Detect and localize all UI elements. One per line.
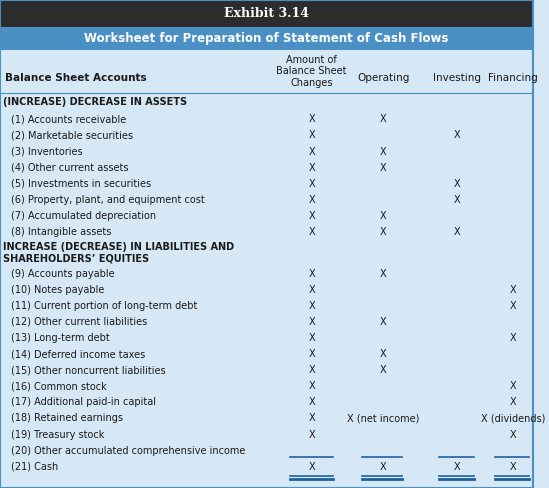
FancyBboxPatch shape [0, 0, 533, 27]
Text: X: X [308, 429, 315, 440]
Text: X (net income): X (net income) [348, 413, 419, 424]
Text: X: X [308, 211, 315, 221]
Text: Balance Sheet Accounts: Balance Sheet Accounts [5, 73, 147, 83]
Text: INCREASE (DECREASE) IN LIABILITIES AND: INCREASE (DECREASE) IN LIABILITIES AND [3, 242, 234, 252]
Text: SHAREHOLDERS’ EQUITIES: SHAREHOLDERS’ EQUITIES [3, 253, 149, 264]
Text: X: X [380, 211, 386, 221]
Text: (21) Cash: (21) Cash [10, 462, 58, 472]
Text: X: X [380, 365, 386, 375]
Text: X: X [380, 227, 386, 237]
Text: X: X [453, 227, 460, 237]
Text: X: X [308, 114, 315, 124]
Text: Operating: Operating [357, 73, 410, 83]
Text: X: X [380, 268, 386, 279]
Text: (17) Additional paid-in capital: (17) Additional paid-in capital [10, 397, 156, 407]
Text: (13) Long-term debt: (13) Long-term debt [10, 333, 109, 343]
Text: X: X [453, 462, 460, 472]
Text: (3) Inventories: (3) Inventories [10, 146, 82, 157]
Text: X: X [308, 179, 315, 189]
Text: (15) Other noncurrent liabilities: (15) Other noncurrent liabilities [10, 365, 165, 375]
Text: X: X [509, 462, 516, 472]
Text: X: X [308, 227, 315, 237]
Text: Investing: Investing [433, 73, 481, 83]
Text: X: X [453, 130, 460, 141]
Text: Financing: Financing [488, 73, 537, 83]
Text: X: X [509, 429, 516, 440]
Text: (18) Retained earnings: (18) Retained earnings [10, 413, 122, 424]
Text: X: X [380, 462, 386, 472]
Text: X: X [308, 462, 315, 472]
Text: X: X [509, 301, 516, 311]
Text: Worksheet for Preparation of Statement of Cash Flows: Worksheet for Preparation of Statement o… [84, 32, 449, 45]
Text: X: X [380, 349, 386, 359]
Text: (9) Accounts payable: (9) Accounts payable [10, 268, 114, 279]
Text: X: X [308, 268, 315, 279]
Text: (20) Other accumulated comprehensive income: (20) Other accumulated comprehensive inc… [10, 446, 245, 456]
Text: X: X [509, 397, 516, 407]
Text: (11) Current portion of long-term debt: (11) Current portion of long-term debt [10, 301, 197, 311]
Text: X: X [380, 146, 386, 157]
Text: (12) Other current liabilities: (12) Other current liabilities [10, 317, 147, 327]
Text: X: X [308, 195, 315, 205]
Text: X: X [308, 301, 315, 311]
Text: X: X [308, 317, 315, 327]
Text: X: X [308, 381, 315, 391]
Text: X: X [308, 130, 315, 141]
Text: X: X [308, 349, 315, 359]
Text: (14) Deferred income taxes: (14) Deferred income taxes [10, 349, 145, 359]
Text: (4) Other current assets: (4) Other current assets [10, 163, 128, 173]
Text: X: X [509, 381, 516, 391]
Text: X: X [509, 285, 516, 295]
Text: X: X [380, 317, 386, 327]
Text: X: X [308, 146, 315, 157]
Text: (2) Marketable securities: (2) Marketable securities [10, 130, 133, 141]
Text: X: X [453, 179, 460, 189]
Text: Amount of
Balance Sheet
Changes: Amount of Balance Sheet Changes [276, 55, 347, 88]
Text: X: X [509, 333, 516, 343]
Text: (10) Notes payable: (10) Notes payable [10, 285, 104, 295]
Text: (8) Intangible assets: (8) Intangible assets [10, 227, 111, 237]
Text: (19) Treasury stock: (19) Treasury stock [10, 429, 104, 440]
Text: (1) Accounts receivable: (1) Accounts receivable [10, 114, 126, 124]
Text: X: X [308, 365, 315, 375]
Text: X: X [308, 163, 315, 173]
FancyBboxPatch shape [0, 27, 533, 50]
Text: X (dividends): X (dividends) [481, 413, 545, 424]
Text: (7) Accumulated depreciation: (7) Accumulated depreciation [10, 211, 156, 221]
Text: X: X [380, 163, 386, 173]
Text: Exhibit 3.14: Exhibit 3.14 [224, 7, 309, 20]
Text: X: X [308, 397, 315, 407]
Text: X: X [453, 195, 460, 205]
Text: (INCREASE) DECREASE IN ASSETS: (INCREASE) DECREASE IN ASSETS [3, 97, 187, 107]
Text: (5) Investments in securities: (5) Investments in securities [10, 179, 151, 189]
Text: (6) Property, plant, and equipment cost: (6) Property, plant, and equipment cost [10, 195, 204, 205]
Text: X: X [308, 413, 315, 424]
Text: X: X [380, 114, 386, 124]
Text: (16) Common stock: (16) Common stock [10, 381, 107, 391]
Text: X: X [308, 333, 315, 343]
Text: X: X [308, 285, 315, 295]
